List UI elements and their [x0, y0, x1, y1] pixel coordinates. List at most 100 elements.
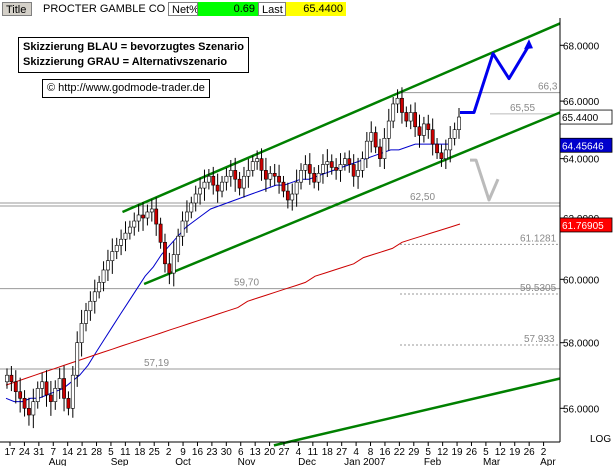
x-tick-label: 8	[368, 447, 374, 458]
candle-up	[360, 158, 365, 171]
price-badges: 65.4400 64.45646 61.76905	[559, 109, 613, 233]
x-tick-label: 21	[77, 447, 89, 458]
candle-up	[198, 187, 202, 195]
candle-up	[224, 175, 229, 183]
candle-up	[452, 129, 457, 139]
x-tick-label: 7	[50, 447, 56, 458]
candle-up	[395, 97, 400, 105]
y-tick-label: 60.0000	[563, 275, 600, 286]
candle-down	[264, 170, 268, 180]
price-badge	[559, 137, 613, 153]
candle-up	[246, 170, 251, 177]
channel-lower	[143, 111, 561, 286]
candle-up	[448, 138, 453, 151]
x-tick-label: 27	[278, 447, 290, 458]
candle-up	[294, 181, 299, 195]
candle-down	[417, 126, 422, 136]
level-label: 66,3	[538, 82, 558, 93]
x-tick-label: 16	[379, 447, 391, 458]
y-tick-label: 68.0000	[563, 41, 600, 52]
candle-down	[413, 112, 418, 128]
candle-down	[163, 241, 167, 265]
candle-up	[185, 211, 189, 222]
candle-up	[343, 158, 347, 165]
candle-down	[307, 164, 312, 174]
x-tick-label: 11	[308, 447, 319, 458]
y-scale-label: LOG	[590, 434, 611, 445]
candle-up	[391, 103, 396, 122]
candle-down	[158, 223, 163, 243]
candle-up	[228, 170, 233, 177]
candle-up	[338, 164, 343, 171]
candle-down	[373, 132, 378, 148]
candle-up	[70, 374, 75, 409]
x-tick-label: 11	[120, 447, 131, 458]
price-badge-label: 65.4400	[562, 113, 599, 124]
candle-up	[356, 170, 360, 177]
candle-down	[277, 175, 281, 183]
x-tick-label: 4	[353, 447, 359, 458]
candle-up	[220, 181, 224, 192]
x-month-label: Sep	[111, 457, 129, 466]
candle-down	[351, 164, 356, 177]
candle-up	[40, 381, 45, 389]
x-month-label: Nov	[238, 457, 256, 466]
candle-down	[215, 184, 220, 192]
level-labels: 66,365,55 62,50 61.1281 59,70 59.5305 57.933 5…	[144, 82, 558, 369]
level-label: 59.5305	[520, 283, 557, 294]
candle-down	[237, 178, 242, 189]
candle-up	[202, 181, 207, 189]
x-tick-label: 17	[4, 447, 16, 458]
blue-scenario-path	[460, 44, 531, 114]
candle-up	[242, 175, 246, 189]
x-tick-label: 26	[524, 447, 536, 458]
x-tick-label: 27	[336, 447, 348, 458]
candle-up	[171, 254, 176, 274]
candle-up	[299, 170, 303, 183]
candle-down	[211, 175, 216, 186]
source-url-box: © http://www.godmode-trader.de	[42, 79, 210, 98]
candle-up	[149, 208, 154, 213]
x-tick-label: 26	[466, 447, 478, 458]
level-label: 59,70	[234, 278, 259, 289]
x-tick-label: 25	[149, 447, 161, 458]
candle-up	[325, 161, 330, 165]
price-badge	[559, 217, 613, 233]
x-month-label: Dec	[298, 457, 316, 466]
candle-up	[176, 235, 181, 255]
candle-up	[408, 112, 413, 122]
x-tick-label: 29	[408, 447, 420, 458]
x-tick-label: 14	[62, 447, 74, 458]
moving-averages	[5, 143, 461, 403]
candle-down	[9, 374, 14, 383]
horizontal-levels	[0, 92, 560, 370]
candle-down	[285, 190, 290, 201]
candle-down	[27, 408, 31, 416]
candle-up	[106, 260, 110, 271]
candle-down	[435, 143, 439, 154]
candle-up	[321, 164, 325, 174]
x-month-label: Apr	[540, 457, 556, 466]
candle-down	[426, 123, 431, 130]
ma-red-line	[5, 223, 461, 386]
net-label: Net%	[168, 2, 198, 16]
candle-down	[167, 263, 172, 274]
candle-down	[233, 170, 238, 180]
x-tick-label: 28	[91, 447, 103, 458]
candle-up	[5, 374, 9, 383]
x-tick-label: 22	[394, 447, 406, 458]
x-tick-label: 4	[296, 447, 302, 458]
candle-up	[189, 202, 194, 213]
candle-up	[386, 120, 391, 139]
x-tick-label: 20	[264, 447, 276, 458]
x-tick-label: 18	[322, 447, 334, 458]
candle-up	[79, 323, 84, 344]
candle-down	[439, 152, 444, 159]
candle-up	[88, 300, 93, 312]
x-tick-label: 24	[19, 447, 31, 458]
x-month-label: Mar	[483, 457, 501, 466]
net-value: 0.69	[198, 2, 258, 16]
legend-line-grey: Skizzierung GRAU = Alternativszenario	[23, 56, 228, 68]
x-tick-label: 18	[134, 447, 146, 458]
price-badge	[559, 109, 613, 125]
